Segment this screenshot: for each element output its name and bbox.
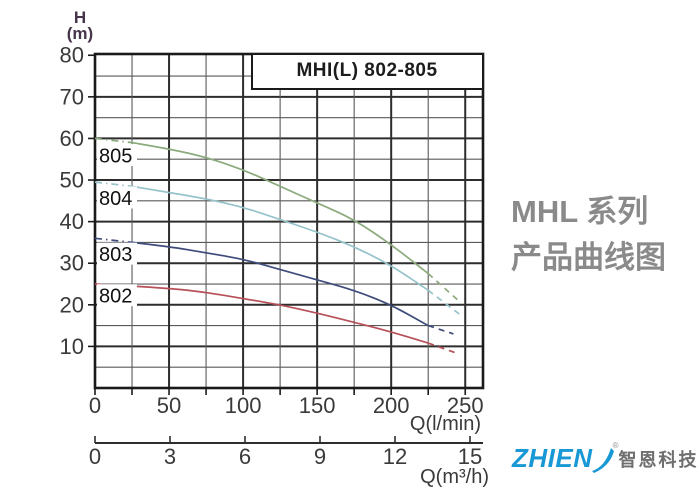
svg-text:200: 200: [373, 393, 410, 418]
svg-text:803: 803: [99, 244, 132, 266]
title-box: [251, 53, 484, 90]
y-axis-title-line1: H: [73, 8, 87, 27]
svg-text:12: 12: [383, 444, 407, 469]
svg-text:6: 6: [239, 444, 251, 469]
grid: [95, 54, 483, 388]
svg-text:30: 30: [60, 251, 84, 276]
svg-text:60: 60: [60, 126, 84, 151]
brand-logo-chinese: 智恩科技: [618, 449, 699, 470]
svg-text:15: 15: [458, 444, 482, 469]
curve-labels: 805 804 803 802: [97, 144, 137, 308]
swoosh-icon: ®: [591, 441, 619, 473]
chart-title: MHI(L) 802-805: [296, 60, 438, 81]
svg-text:9: 9: [314, 444, 326, 469]
secondary-axis: 0 3 6 9 12 15: [89, 436, 483, 469]
y-axis-title-line2: (m): [66, 24, 94, 43]
svg-text:50: 50: [157, 393, 181, 418]
svg-text:150: 150: [299, 393, 336, 418]
svg-text:40: 40: [60, 209, 84, 234]
svg-text:100: 100: [225, 393, 262, 418]
svg-text:3: 3: [164, 444, 176, 469]
svg-text:250: 250: [447, 393, 484, 418]
curve-805: [94, 137, 462, 304]
series-caption-line1: MHL 系列: [511, 194, 649, 229]
curve-802: [94, 283, 456, 354]
svg-text:80: 80: [60, 43, 84, 68]
x-axis-label-lmin: Q(l/min): [409, 413, 481, 435]
svg-text:802: 802: [99, 286, 132, 308]
axis-ticks: [88, 54, 467, 395]
svg-text:50: 50: [60, 168, 84, 193]
svg-text:805: 805: [99, 146, 132, 168]
svg-text:0: 0: [89, 393, 101, 418]
svg-text:0: 0: [89, 444, 101, 469]
svg-text:10: 10: [60, 334, 84, 359]
svg-text:804: 804: [99, 188, 132, 210]
pump-curves: [94, 137, 462, 354]
svg-text:20: 20: [60, 292, 84, 317]
svg-text:70: 70: [60, 84, 84, 109]
brand-logo-text: ZHIEN: [512, 443, 593, 473]
curve-804: [94, 181, 462, 316]
series-caption: MHL 系列 产品曲线图: [511, 189, 696, 281]
brand-logo: ZHIEN ® 智恩科技: [512, 441, 699, 474]
series-caption-line2: 产品曲线图: [511, 240, 666, 275]
y-axis-title: H (m): [58, 8, 102, 43]
curve-803: [94, 237, 454, 335]
registered-mark: ®: [612, 440, 619, 450]
x-axis-label-m3h: Q(m³/h): [420, 466, 489, 488]
